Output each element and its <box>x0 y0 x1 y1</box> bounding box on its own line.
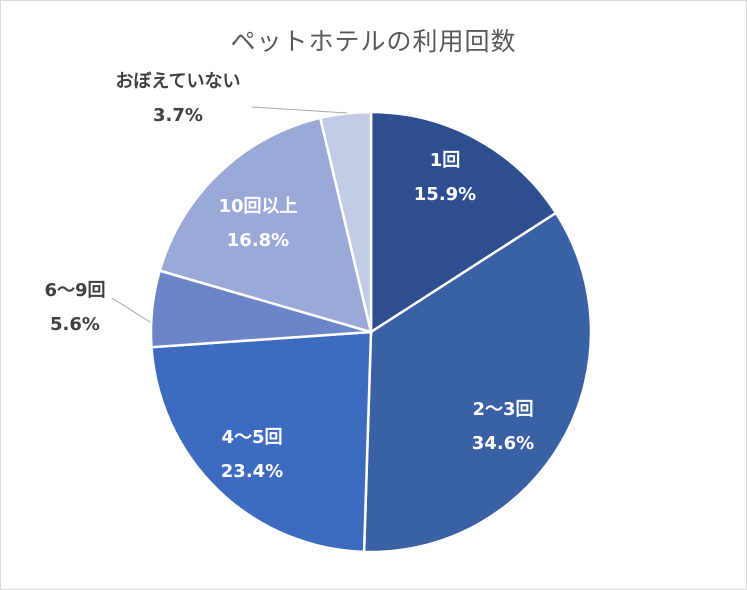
slice-category-label: 10回以上 <box>218 196 297 217</box>
slice-value-label: 23.4% <box>221 461 283 482</box>
slice-category-label: おぼえていない <box>115 71 240 92</box>
slice-value-label: 34.6% <box>472 433 534 454</box>
leader-line <box>251 106 348 114</box>
slice-value-label: 16.8% <box>227 230 289 251</box>
pie-slice <box>150 330 373 554</box>
slice-category-label: 1回 <box>430 150 461 171</box>
slice-category-label: 6〜9回 <box>44 280 105 301</box>
chart-title: ペットホテルの利用回数 <box>230 27 517 56</box>
pie-slice <box>362 211 593 554</box>
leader-line <box>111 297 151 323</box>
slice-value-label: 5.6% <box>50 314 100 335</box>
slice-category-label: 4〜5回 <box>221 427 282 448</box>
pie-slice <box>158 116 373 334</box>
pie-slice <box>369 110 558 335</box>
slice-value-label: 15.9% <box>414 184 476 205</box>
slice-value-label: 3.7% <box>153 105 203 126</box>
pie-slice <box>318 110 373 333</box>
slice-category-label: 2〜3回 <box>472 399 533 420</box>
